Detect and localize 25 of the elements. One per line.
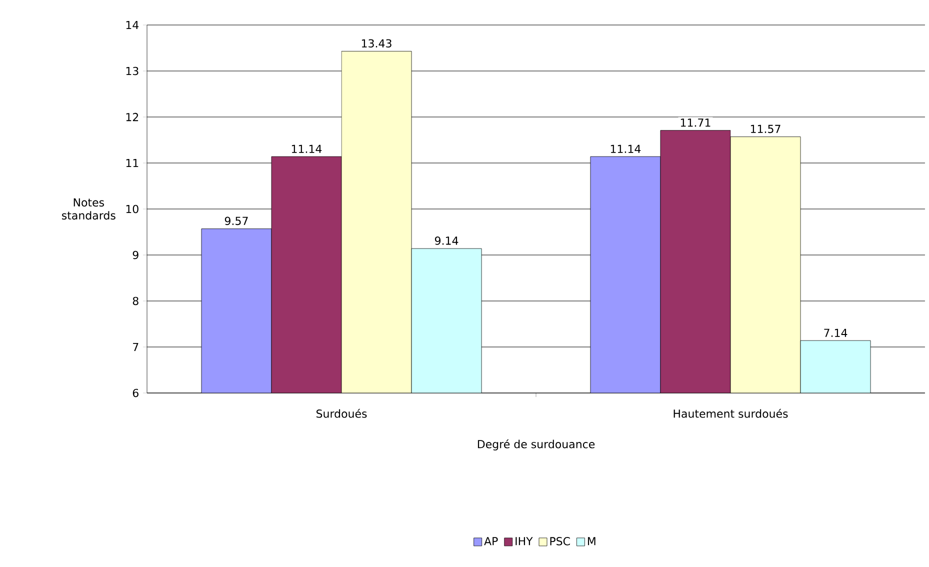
data-label: 11.71 <box>680 118 710 127</box>
y-tick-label: 13 <box>126 66 138 76</box>
data-label: 9.57 <box>224 216 248 226</box>
x-tick-label: Hautement surdoués <box>674 408 788 418</box>
legend-label: PSC <box>550 537 570 546</box>
y-tick-label: 9 <box>132 250 138 260</box>
data-label: 13.43 <box>362 39 392 48</box>
y-tick-label: 7 <box>133 342 138 351</box>
y-tick-label: 8 <box>132 296 138 306</box>
data-label: 9.14 <box>434 236 458 245</box>
y-tick-label: 14 <box>126 20 139 30</box>
y-tick-label: 11 <box>126 158 138 168</box>
y-tick-label: 12 <box>126 112 138 122</box>
data-label: 11.57 <box>750 124 780 134</box>
data-label: 11.14 <box>292 144 322 153</box>
data-label: 7.14 <box>824 328 848 337</box>
y-tick-label: 10 <box>126 204 138 214</box>
y-tick-label: 6 <box>132 388 138 398</box>
x-axis-title: Degré de surdouance <box>478 439 595 450</box>
data-label: 11.14 <box>610 144 641 153</box>
legend-label: AP <box>484 537 498 546</box>
legend-label: M <box>588 537 596 546</box>
x-tick-label: Surdoués <box>316 408 367 418</box>
legend-label: IHY <box>516 537 533 546</box>
y-axis-title: Notes standards <box>62 198 116 220</box>
